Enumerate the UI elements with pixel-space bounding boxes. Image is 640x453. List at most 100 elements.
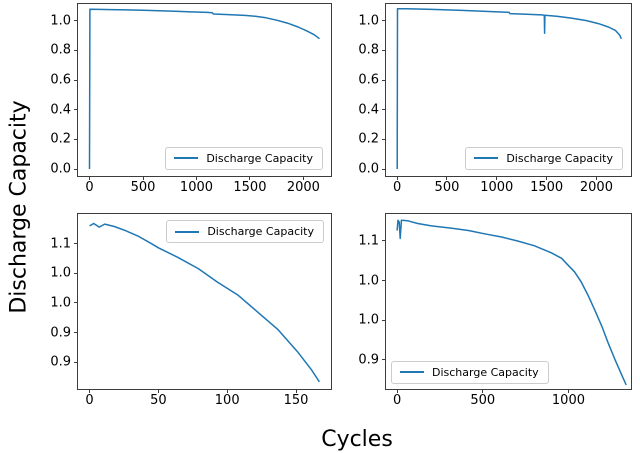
y-tick-label: 0.9 bbox=[50, 325, 71, 341]
legend: Discharge Capacity bbox=[166, 220, 324, 244]
legend-line-sample bbox=[400, 371, 424, 374]
y-tick-label: 1.0 bbox=[50, 13, 71, 29]
y-tick-mark bbox=[382, 240, 386, 242]
y-tick-mark bbox=[74, 20, 78, 22]
y-tick-mark bbox=[382, 20, 386, 22]
y-tick-mark bbox=[74, 79, 78, 81]
x-axis-label: Cycles bbox=[321, 427, 393, 452]
series-discharge-capacity bbox=[88, 8, 320, 170]
y-tick-mark bbox=[382, 138, 386, 140]
x-tick-mark bbox=[89, 389, 91, 393]
x-tick-label: 2000 bbox=[286, 180, 320, 195]
y-tick-mark bbox=[382, 109, 386, 111]
subplot-bottom-left: Discharge Capacity 0 50 100 150 0.9 0.9 1.0 1.0… bbox=[50, 213, 332, 407]
x-tick-mark bbox=[496, 176, 498, 180]
y-tick-mark bbox=[382, 49, 386, 51]
y-tick-label: 0.8 bbox=[358, 42, 379, 58]
y-tick-label: 0.4 bbox=[50, 102, 71, 118]
y-tick-label: 1.1 bbox=[50, 236, 71, 252]
x-tick-mark bbox=[567, 389, 569, 393]
y-tick-label: 0.0 bbox=[50, 161, 71, 177]
y-tick-mark bbox=[382, 79, 386, 81]
y-tick-label: 0.9 bbox=[358, 352, 379, 368]
x-tick-label: 1000 bbox=[480, 180, 514, 195]
x-tick-mark bbox=[482, 389, 484, 393]
legend-line-sample bbox=[175, 230, 200, 233]
y-tick-label: 0.0 bbox=[358, 161, 379, 177]
legend: Discharge Capacity bbox=[165, 146, 323, 170]
y-tick-mark bbox=[382, 280, 386, 282]
x-tick-mark bbox=[226, 389, 228, 393]
y-tick-label: 1.0 bbox=[358, 273, 379, 289]
x-tick-label: 150 bbox=[283, 393, 309, 408]
series-discharge-capacity bbox=[89, 222, 321, 383]
x-tick-mark bbox=[396, 389, 398, 393]
y-tick-label: 1.1 bbox=[358, 233, 379, 249]
legend-line-sample bbox=[174, 157, 199, 160]
y-tick-mark bbox=[74, 243, 78, 245]
legend-label: Discharge Capacity bbox=[206, 151, 313, 165]
y-tick-mark bbox=[74, 109, 78, 111]
y-tick-label: 1.0 bbox=[50, 265, 71, 281]
y-tick-label: 1.0 bbox=[50, 295, 71, 311]
line-plot bbox=[396, 219, 627, 386]
y-tick-mark bbox=[382, 319, 386, 321]
x-tick-label: 2000 bbox=[579, 180, 613, 195]
y-tick-label: 0.2 bbox=[358, 131, 379, 147]
y-tick-mark bbox=[74, 272, 78, 274]
x-tick-mark bbox=[546, 176, 548, 180]
y-tick-mark bbox=[74, 49, 78, 51]
y-tick-label: 0.6 bbox=[50, 72, 71, 88]
x-tick-label: 0 bbox=[392, 393, 402, 408]
x-tick-label: 100 bbox=[214, 393, 240, 408]
y-tick-mark bbox=[74, 168, 78, 170]
subplot-top-right: Discharge Capacity 0 500 1000 1500 2000 0.0 0.… bbox=[358, 3, 632, 194]
legend-label: Discharge Capacity bbox=[207, 225, 314, 238]
line-plot bbox=[88, 8, 320, 170]
legend-label: Discharge Capacity bbox=[506, 151, 613, 165]
y-axis-label: Discharge Capacity bbox=[6, 100, 32, 314]
x-tick-label: 50 bbox=[150, 393, 167, 408]
y-tick-mark bbox=[382, 168, 386, 170]
y-tick-label: 0.2 bbox=[50, 131, 71, 147]
y-tick-mark bbox=[74, 138, 78, 140]
y-tick-mark bbox=[382, 359, 386, 361]
x-tick-label: 1500 bbox=[233, 180, 267, 195]
x-tick-mark bbox=[249, 176, 251, 180]
y-tick-label: 0.9 bbox=[50, 354, 71, 370]
x-tick-mark bbox=[195, 176, 197, 180]
x-tick-mark bbox=[446, 176, 448, 180]
y-tick-mark bbox=[74, 302, 78, 304]
y-tick-label: 0.6 bbox=[358, 72, 379, 88]
y-tick-mark bbox=[74, 332, 78, 334]
series-discharge-capacity bbox=[396, 7, 622, 170]
x-tick-label: 500 bbox=[130, 180, 156, 195]
x-tick-mark bbox=[295, 389, 297, 393]
y-tick-mark bbox=[74, 361, 78, 363]
y-tick-label: 1.0 bbox=[358, 13, 379, 29]
x-tick-label: 1000 bbox=[179, 180, 214, 195]
subplot-top-left: Discharge Capacity 0 500 1000 1500 2000 0.0 0.… bbox=[50, 3, 332, 194]
x-tick-label: 0 bbox=[85, 393, 94, 408]
legend-label: Discharge Capacity bbox=[432, 365, 539, 379]
line-plot bbox=[89, 222, 321, 383]
line-plot bbox=[396, 7, 622, 170]
y-tick-label: 1.0 bbox=[358, 312, 379, 328]
y-tick-label: 0.4 bbox=[358, 102, 379, 118]
x-tick-mark bbox=[142, 176, 144, 180]
x-tick-label: 1500 bbox=[530, 180, 564, 195]
x-tick-mark bbox=[302, 176, 304, 180]
x-tick-mark bbox=[89, 176, 91, 180]
y-tick-label: 0.8 bbox=[50, 42, 71, 58]
x-tick-label: 0 bbox=[393, 180, 402, 195]
x-tick-label: 0 bbox=[85, 180, 94, 195]
legend-line-sample bbox=[474, 157, 499, 160]
x-tick-mark bbox=[157, 389, 159, 393]
legend: Discharge Capacity bbox=[465, 146, 623, 170]
x-tick-label: 1000 bbox=[551, 393, 585, 408]
legend: Discharge Capacity bbox=[391, 360, 549, 384]
x-tick-mark bbox=[396, 176, 398, 180]
x-tick-label: 500 bbox=[470, 393, 496, 408]
series-discharge-capacity bbox=[396, 219, 627, 386]
